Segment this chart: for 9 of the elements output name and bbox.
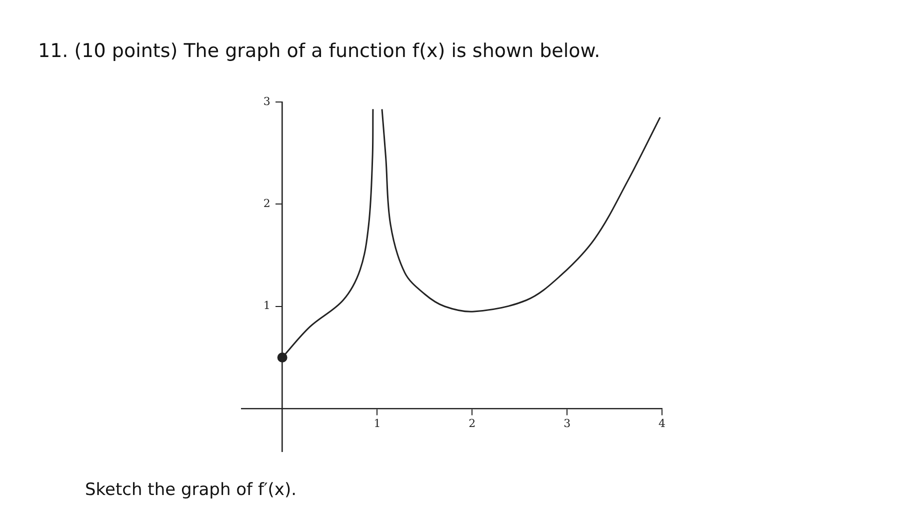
x-tick-label: 2 [468,417,476,430]
y-tick-label: 3 [263,94,270,108]
x-tick-label: 1 [374,417,381,430]
y-tick-label: 2 [263,197,270,210]
x-tick-label: 4 [658,417,666,430]
chart-title: 11. (10 points) The graph of a function f(x) is shown below. [38,40,600,62]
y-tick-label: 1 [263,299,270,312]
text: Sketch the graph of f′(x). [85,480,297,500]
x-tick-label: 3 [564,417,571,430]
